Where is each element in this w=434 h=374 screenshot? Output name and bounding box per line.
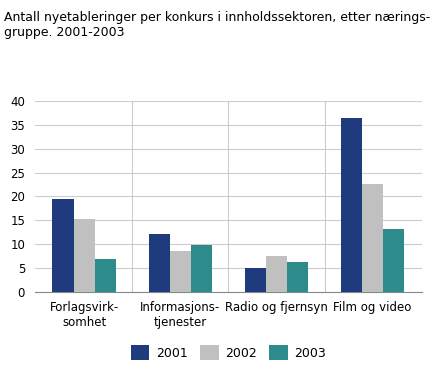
Bar [148,234,169,292]
Bar [361,184,382,292]
Bar [340,118,361,292]
Text: Antall nyetableringer per konkurs i innholdssektoren, etter nærings-
gruppe. 200: Antall nyetableringer per konkurs i innh… [4,11,430,39]
Bar [95,259,115,292]
Bar [244,268,265,292]
Legend: 2001, 2002, 2003: 2001, 2002, 2003 [125,340,330,365]
Bar [265,256,286,292]
Bar [286,262,307,292]
Bar [382,229,404,292]
Bar [52,199,73,292]
Bar [169,251,191,292]
Bar [191,245,211,292]
Bar [73,219,95,292]
